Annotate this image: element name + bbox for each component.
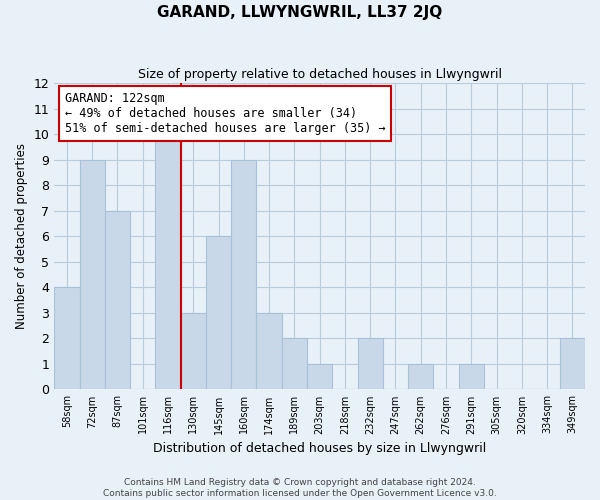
Bar: [80, 160, 105, 390]
Bar: [560, 338, 585, 390]
Text: Contains HM Land Registry data © Crown copyright and database right 2024.
Contai: Contains HM Land Registry data © Crown c…: [103, 478, 497, 498]
Bar: [206, 236, 231, 390]
Bar: [181, 313, 206, 390]
Bar: [54, 288, 80, 390]
X-axis label: Distribution of detached houses by size in Llwyngwril: Distribution of detached houses by size …: [153, 442, 486, 455]
Bar: [408, 364, 433, 390]
Bar: [256, 313, 282, 390]
Title: Size of property relative to detached houses in Llwyngwril: Size of property relative to detached ho…: [137, 68, 502, 80]
Bar: [282, 338, 307, 390]
Bar: [231, 160, 256, 390]
Bar: [358, 338, 383, 390]
Text: GARAND: 122sqm
← 49% of detached houses are smaller (34)
51% of semi-detached ho: GARAND: 122sqm ← 49% of detached houses …: [65, 92, 386, 135]
Text: GARAND, LLWYNGWRIL, LL37 2JQ: GARAND, LLWYNGWRIL, LL37 2JQ: [157, 5, 443, 20]
Y-axis label: Number of detached properties: Number of detached properties: [15, 143, 28, 329]
Bar: [307, 364, 332, 390]
Bar: [458, 364, 484, 390]
Bar: [155, 134, 181, 390]
Bar: [105, 210, 130, 390]
